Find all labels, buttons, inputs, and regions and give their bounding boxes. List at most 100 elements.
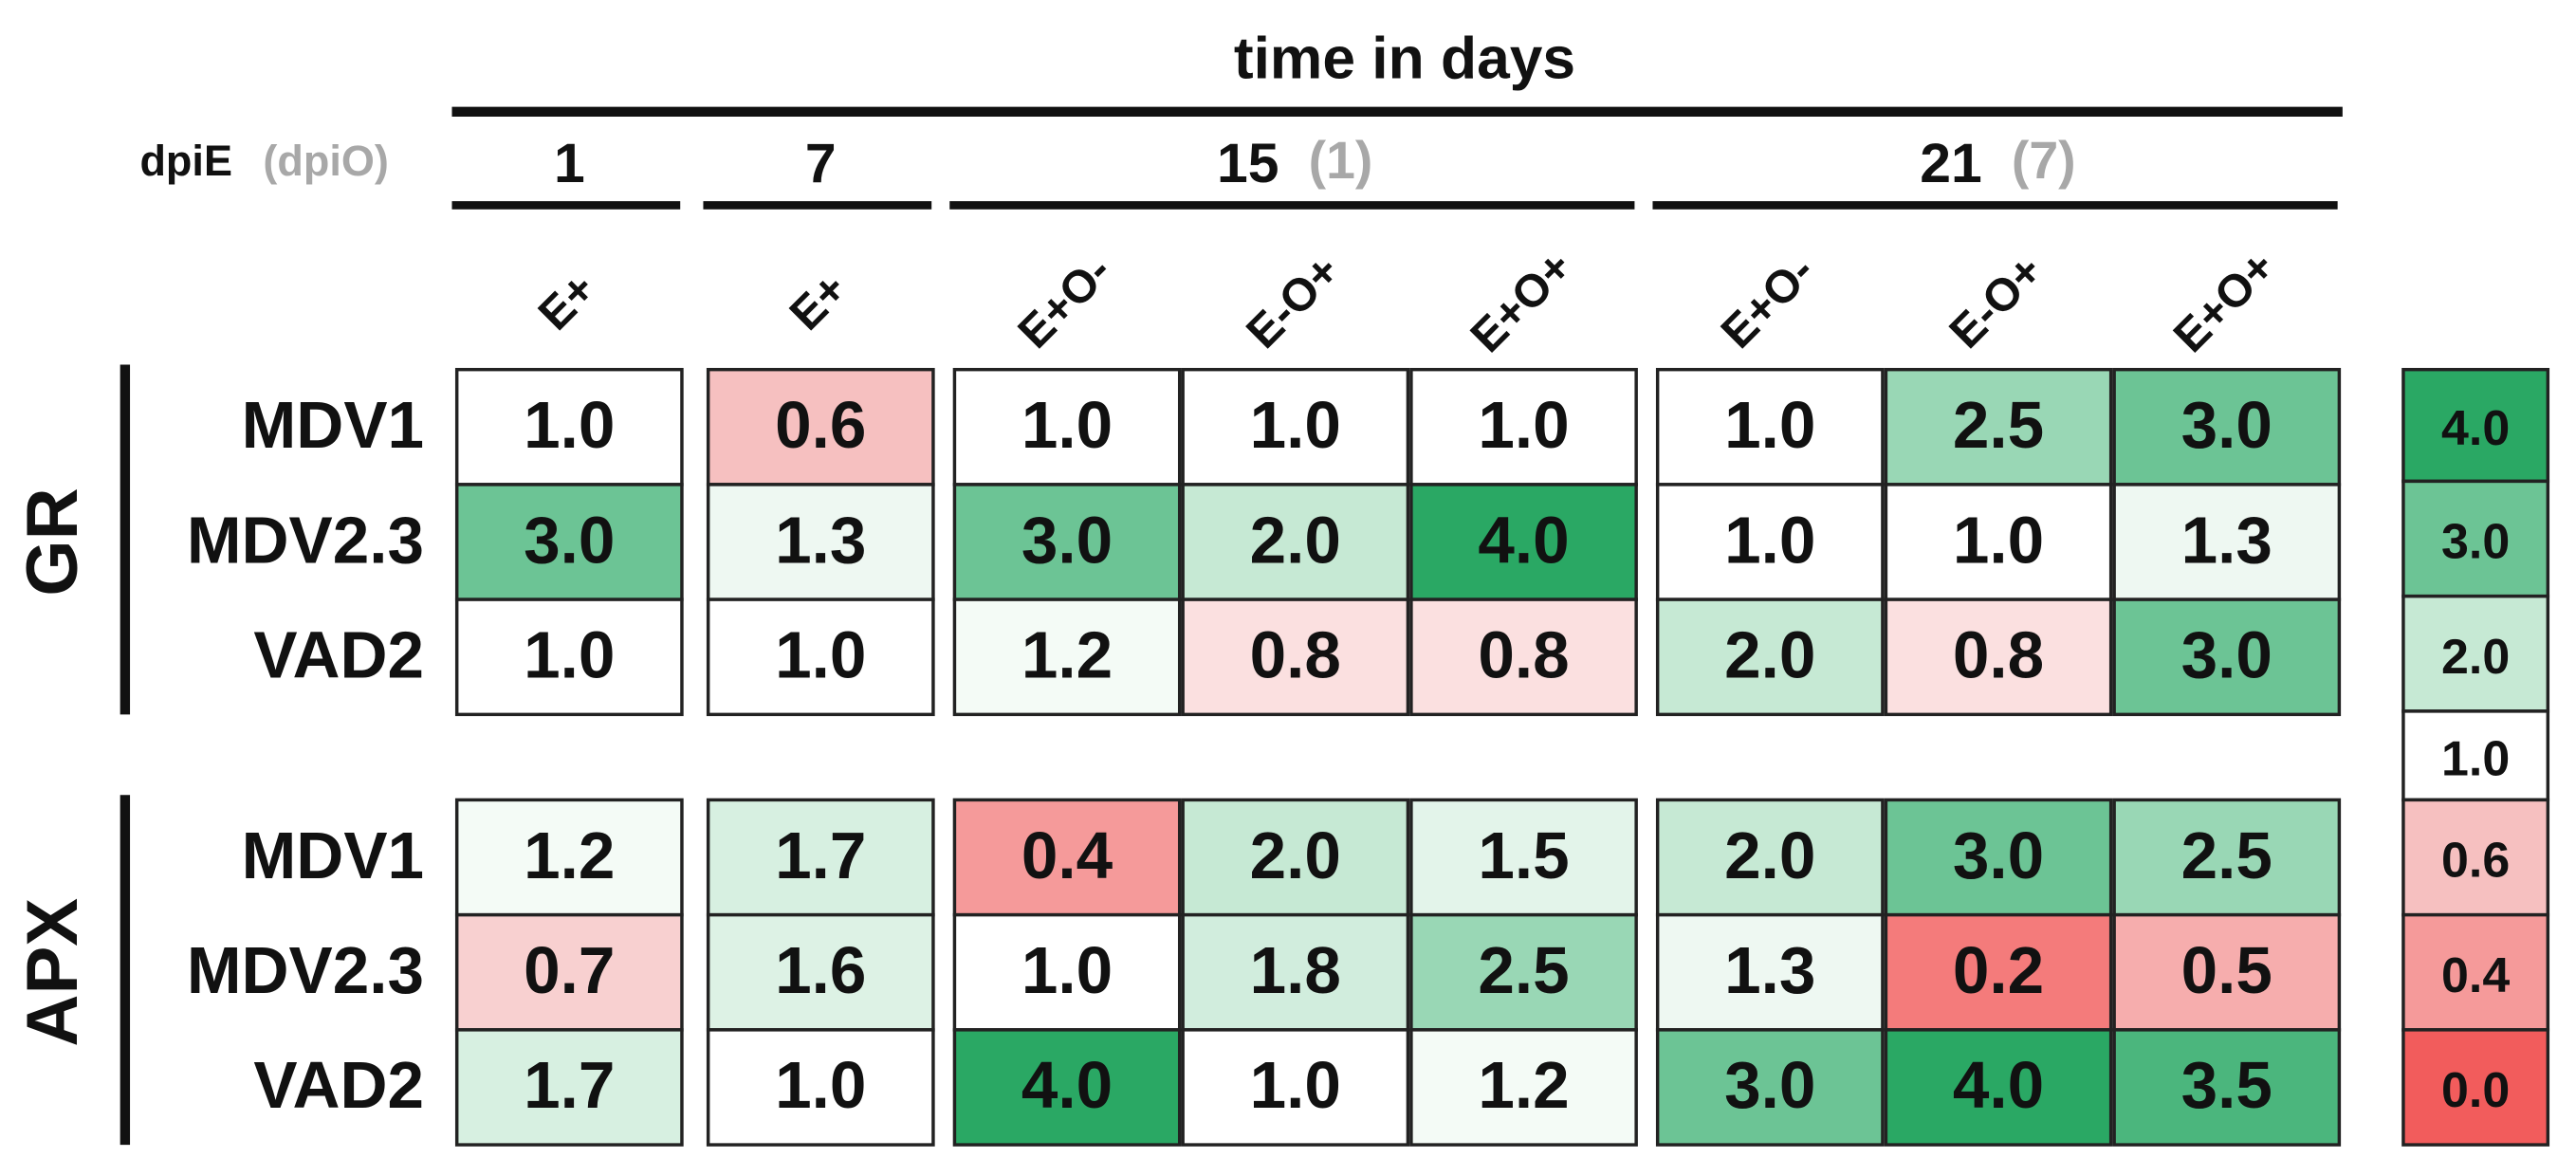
cell <box>706 367 935 487</box>
cell-value: 3.0 <box>2181 617 2272 691</box>
cell <box>1181 1028 1410 1147</box>
cell <box>1409 1028 1638 1147</box>
cell <box>1655 1028 1885 1147</box>
cell-value: 0.2 <box>1953 933 2044 1007</box>
cell-value: 2.0 <box>1724 818 1815 892</box>
cell <box>1181 798 1410 917</box>
cell <box>1884 1028 2113 1147</box>
cell <box>1181 597 1410 717</box>
row-label: MDV2.3 <box>187 933 424 1007</box>
cell-value: 1.8 <box>1250 933 1341 1007</box>
legend-label: 0.0 <box>2441 1063 2510 1118</box>
cell-value: 4.0 <box>1478 503 1569 577</box>
cell <box>1655 483 1885 601</box>
row-label: VAD2 <box>253 617 424 691</box>
legend-swatch <box>2401 594 2550 713</box>
treatment-label: E-O+ <box>1237 246 1350 358</box>
treatment-label: E+O+ <box>1461 241 1582 362</box>
cell-value: 1.7 <box>775 818 866 892</box>
cell <box>706 597 935 717</box>
cell-value: 1.3 <box>2181 503 2272 577</box>
day-label: 1 <box>554 133 585 194</box>
day-sub-label: (1) <box>1309 131 1373 190</box>
treatment-label: E+ <box>780 264 856 340</box>
legend-label: 4.0 <box>2441 401 2510 456</box>
cell <box>1884 367 2113 487</box>
cell <box>952 798 1182 917</box>
cell <box>1181 483 1410 601</box>
dpi-label-2: (dpiO) <box>263 137 388 185</box>
cell <box>1181 912 1410 1032</box>
cell-value: 2.5 <box>1953 388 2044 462</box>
cell <box>1409 912 1638 1032</box>
cell <box>454 597 684 717</box>
treatment-label: E+O- <box>1711 246 1824 358</box>
cell-value: 1.0 <box>1478 388 1569 462</box>
row-label: MDV1 <box>242 818 424 892</box>
cell-value: 0.4 <box>1021 818 1113 892</box>
cell <box>1884 483 2113 601</box>
cell-value: 3.0 <box>1953 818 2044 892</box>
cell-value: 1.0 <box>1724 503 1815 577</box>
cell-value: 0.8 <box>1478 617 1569 691</box>
cell-value: 0.5 <box>2181 933 2272 1007</box>
legend-label: 2.0 <box>2441 630 2510 685</box>
cell-value: 1.0 <box>524 388 615 462</box>
cell <box>2112 597 2342 717</box>
cell <box>2112 367 2342 487</box>
cell <box>1181 367 1410 487</box>
legend-label: 0.4 <box>2441 948 2510 1003</box>
cell <box>1409 483 1638 601</box>
block-label: APX <box>12 898 93 1047</box>
dpi-label: dpiE <box>139 137 232 185</box>
cell <box>1655 597 1885 717</box>
day-label: 15 <box>1217 133 1279 194</box>
cell-value: 1.0 <box>1250 1048 1341 1122</box>
cell-value: 0.7 <box>524 933 615 1007</box>
cell-value: 1.7 <box>524 1048 615 1122</box>
cell <box>2112 798 2342 917</box>
legend-label: 1.0 <box>2441 731 2510 786</box>
block-label: GR <box>12 487 93 596</box>
cell <box>1884 798 2113 917</box>
day-label: 7 <box>805 133 837 194</box>
cell <box>952 367 1182 487</box>
cell <box>706 1028 935 1147</box>
cell <box>2112 1028 2342 1147</box>
cell-value: 1.0 <box>1021 388 1113 462</box>
cell <box>952 1028 1182 1147</box>
cell <box>454 912 684 1032</box>
cell-value: 3.0 <box>2181 388 2272 462</box>
cell-value: 3.0 <box>1724 1048 1815 1122</box>
cell <box>1409 597 1638 717</box>
cell <box>2112 483 2342 601</box>
cell-value: 4.0 <box>1953 1048 2044 1122</box>
cell <box>706 483 935 601</box>
treatment-label: E+O- <box>1008 246 1121 358</box>
day-label: 21 <box>1920 133 1981 194</box>
cell <box>952 597 1182 717</box>
legend-swatch <box>2401 1028 2550 1147</box>
cell-value: 3.5 <box>2181 1048 2272 1122</box>
cell <box>1655 367 1885 487</box>
cell <box>1655 798 1885 917</box>
cell-value: 1.0 <box>524 617 615 691</box>
cell-value: 1.0 <box>1724 388 1815 462</box>
cell <box>1655 912 1885 1032</box>
cell-value: 1.0 <box>775 617 866 691</box>
cell-value: 3.0 <box>1021 503 1113 577</box>
cell-value: 0.8 <box>1953 617 2044 691</box>
cell-value: 1.0 <box>1021 933 1113 1007</box>
treatment-label: E-O+ <box>1940 246 2052 358</box>
title: time in days <box>1234 26 1575 91</box>
cell-value: 1.0 <box>1250 388 1341 462</box>
cell-value: 1.0 <box>775 1048 866 1122</box>
legend-label: 0.6 <box>2441 834 2510 889</box>
cell-value: 1.2 <box>1478 1048 1569 1122</box>
treatment-label: E+O+ <box>2164 241 2286 362</box>
cell <box>454 1028 684 1147</box>
day-sub-label: (7) <box>2012 131 2076 190</box>
cell <box>1409 367 1638 487</box>
